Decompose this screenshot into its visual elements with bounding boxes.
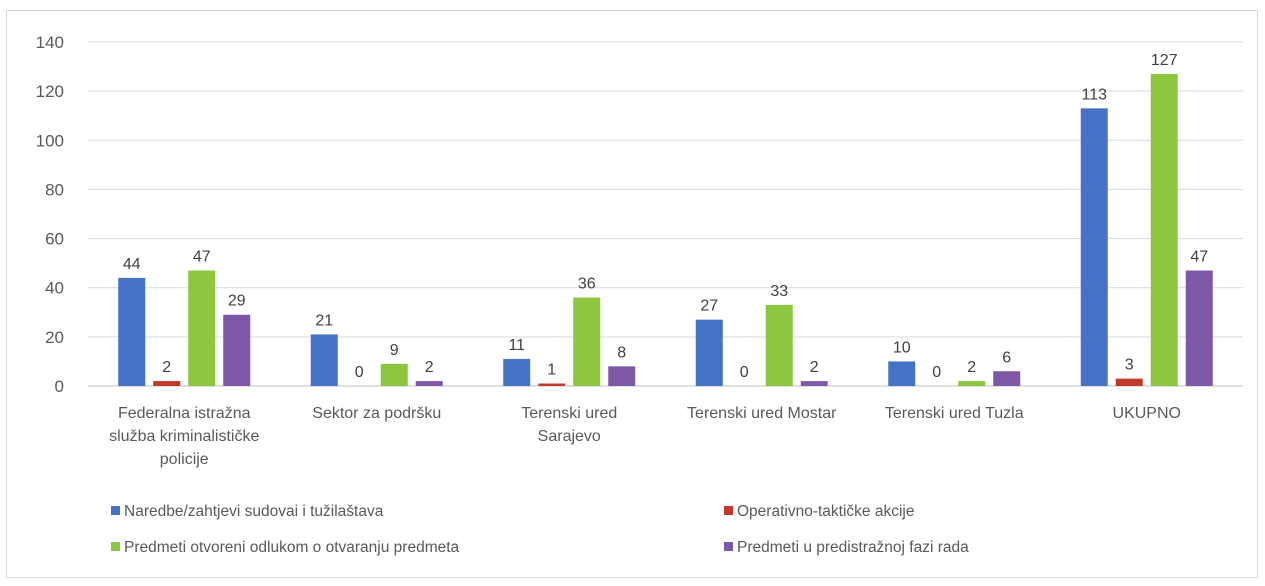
data-label: 9 <box>390 342 399 359</box>
bar <box>608 366 636 386</box>
data-label: 2 <box>810 359 819 376</box>
data-label: 6 <box>1002 349 1011 366</box>
bar <box>1115 378 1143 386</box>
data-label: 11 <box>508 337 525 354</box>
bar <box>153 381 181 386</box>
bar <box>1080 108 1108 386</box>
data-label: 127 <box>1151 52 1178 69</box>
bar <box>538 383 566 386</box>
bar <box>958 381 986 386</box>
data-label: 47 <box>1190 249 1208 266</box>
legend-swatch <box>111 506 120 515</box>
legend-swatch <box>724 542 733 551</box>
category-label: služba kriminalističke <box>109 428 259 445</box>
y-tick-label: 80 <box>45 180 64 199</box>
category-label: Terenski ured Mostar <box>687 405 837 422</box>
bar <box>888 361 916 386</box>
legend: Naredbe/zahtjevi sudovai i tužilaštava Op… <box>111 503 969 556</box>
y-tick-label: 60 <box>45 230 64 249</box>
legend-label: Naredbe/zahtjevi sudovai i tužilaštava <box>124 503 384 520</box>
data-label: 33 <box>770 283 788 300</box>
bar <box>223 314 251 386</box>
bar <box>1185 270 1213 386</box>
legend-label: Operativno-taktičke akcije <box>737 503 914 520</box>
data-label: 8 <box>617 344 626 361</box>
bar <box>573 297 601 386</box>
data-label: 0 <box>740 364 749 381</box>
y-tick-label: 40 <box>45 279 64 298</box>
y-tick-label: 120 <box>36 82 64 101</box>
data-label: 21 <box>315 312 333 329</box>
category-label: UKUPNO <box>1113 405 1181 422</box>
legend-swatch <box>111 542 120 551</box>
data-label: 27 <box>700 298 718 315</box>
bar <box>310 334 338 386</box>
data-label: 3 <box>1125 357 1134 374</box>
legend-label: Predmeti otvoreni odlukom o otvaranju pr… <box>124 539 460 556</box>
data-label: 29 <box>228 293 246 310</box>
bars <box>118 73 1213 386</box>
bar <box>800 381 828 386</box>
bar <box>415 381 443 386</box>
bar <box>1150 73 1178 386</box>
category-label: Federalna istražna <box>118 405 251 422</box>
bar <box>993 371 1021 386</box>
legend-swatch <box>724 506 733 515</box>
bar <box>118 277 146 386</box>
data-label: 10 <box>893 339 911 356</box>
y-tick-label: 0 <box>55 377 64 396</box>
category-label: Sektor za podršku <box>312 405 441 422</box>
bar <box>503 358 531 386</box>
data-label: 113 <box>1081 86 1107 103</box>
data-label: 2 <box>162 359 171 376</box>
legend-label: Predmeti u predistražnoj fazi rada <box>737 539 969 556</box>
y-tick-label: 100 <box>36 131 64 150</box>
data-label: 1 <box>547 362 556 379</box>
y-axis-ticks: 0 20 40 60 80 100 120 140 <box>36 33 64 396</box>
data-label: 47 <box>193 249 211 266</box>
x-axis-categories: Federalna istražna služba kriminalističke… <box>109 405 1181 468</box>
y-tick-label: 20 <box>45 328 64 347</box>
data-label: 2 <box>425 359 434 376</box>
category-label: Terenski ured <box>521 405 617 422</box>
data-label: 36 <box>578 276 596 293</box>
gridlines <box>88 41 1243 387</box>
y-tick-label: 140 <box>36 33 64 52</box>
category-label: Sarajevo <box>538 428 601 445</box>
data-label: 44 <box>123 256 141 273</box>
bar <box>188 270 216 386</box>
bar <box>380 363 408 386</box>
category-label: Terenski ured Tuzla <box>885 405 1024 422</box>
bar <box>695 319 723 386</box>
data-label: 2 <box>967 359 976 376</box>
category-label: policije <box>160 451 209 468</box>
data-label: 0 <box>932 364 941 381</box>
bar <box>765 304 793 386</box>
data-label: 0 <box>355 364 364 381</box>
